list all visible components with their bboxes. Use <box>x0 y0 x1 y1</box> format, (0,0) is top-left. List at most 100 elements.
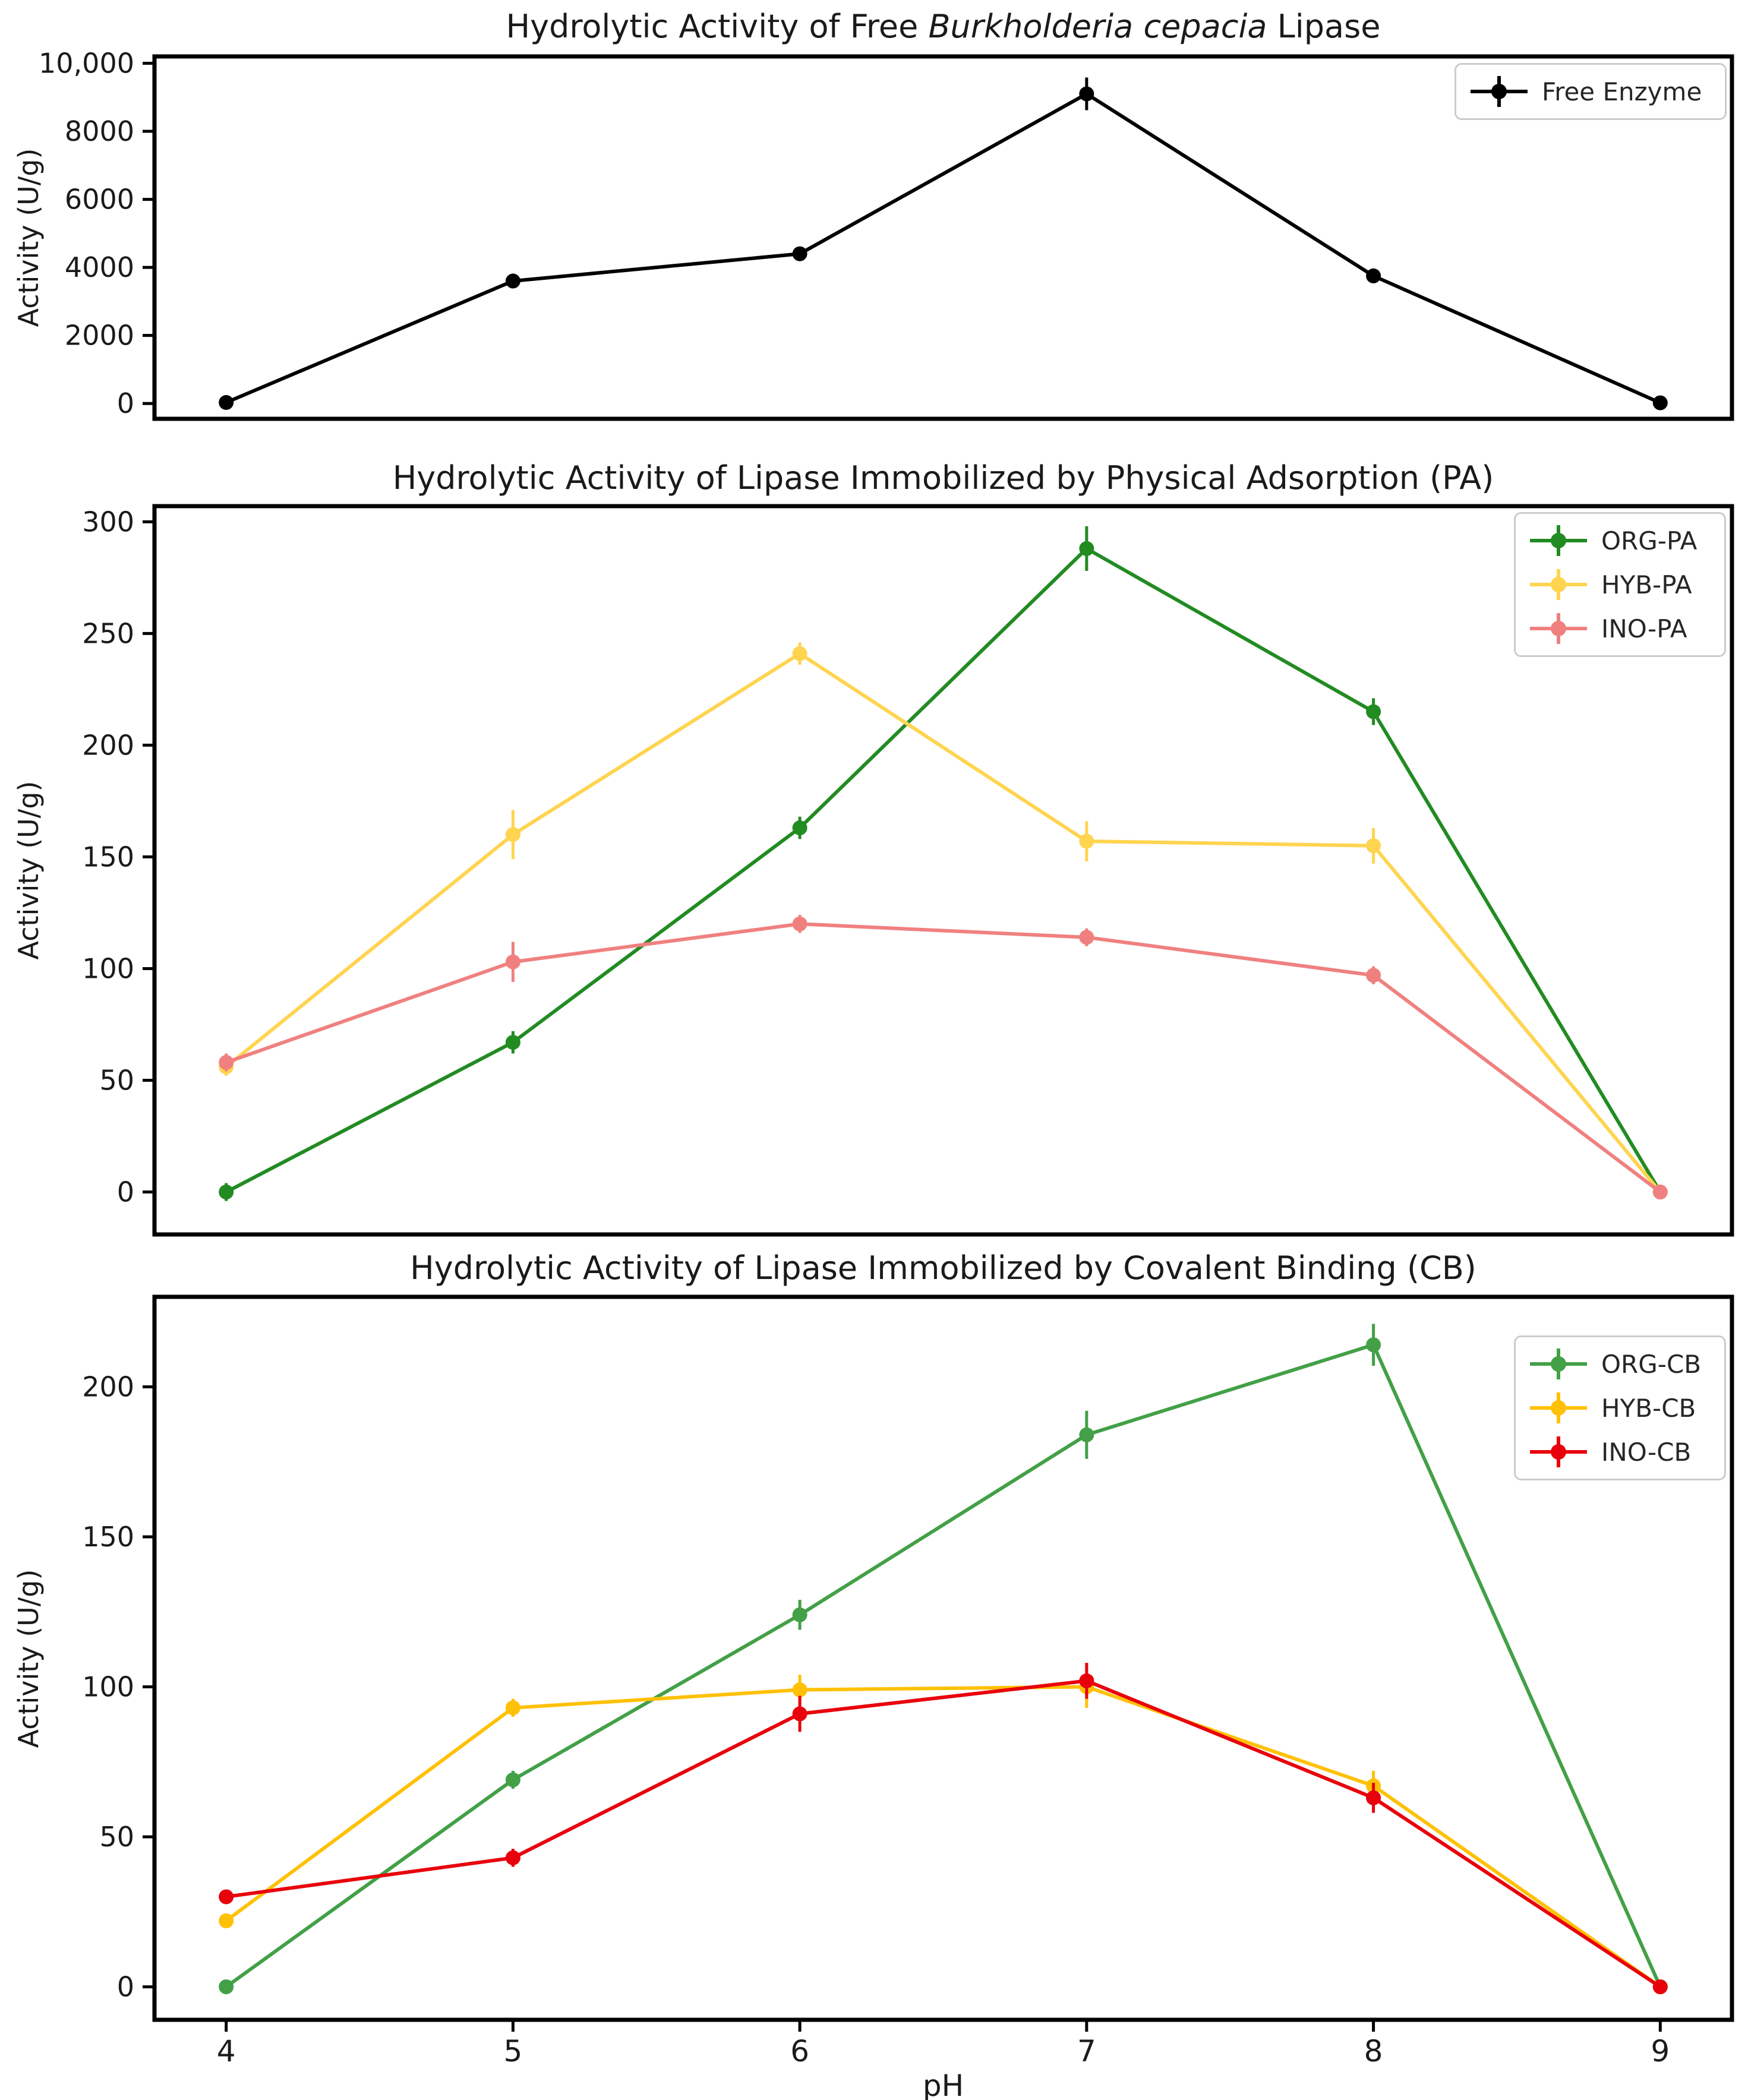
legend-entry-INO-PA: INO-PA <box>1530 610 1710 647</box>
data-point-INO-CB <box>505 1850 520 1865</box>
data-point-Free Enzyme <box>1079 86 1094 102</box>
data-point-INO-CB <box>792 1706 807 1722</box>
legend-glyph-dot <box>1551 1400 1566 1416</box>
legend-glyph-dot <box>1551 621 1566 636</box>
chart1-title-post: Lipase <box>1267 8 1381 45</box>
y-tick-label: 300 <box>82 506 134 538</box>
data-point-HYB-PA <box>505 827 520 842</box>
legend-glyph-dot <box>1551 1356 1566 1372</box>
data-point-INO-PA <box>1366 968 1381 983</box>
data-point-INO-CB <box>1366 1790 1381 1805</box>
y-tick-label: 100 <box>82 1670 134 1703</box>
legend-label: HYB-PA <box>1601 570 1692 599</box>
data-point-ORG-CB <box>1366 1337 1381 1353</box>
chart1-title: Hydrolytic Activity of Free Burkholderia… <box>154 6 1732 48</box>
legend-entry-INO-CB: INO-CB <box>1530 1433 1710 1470</box>
y-tick-label: 250 <box>82 617 134 649</box>
chart1-title-pre: Hydrolytic Activity of Free <box>506 8 929 45</box>
y-tick-label: 0 <box>117 1176 134 1208</box>
y-tick-label: 2000 <box>65 320 134 352</box>
legend-entry-Free Enzyme: Free Enzyme <box>1471 73 1711 110</box>
y-tick-label: 200 <box>82 1370 134 1403</box>
data-point-ORG-CB <box>219 1979 234 1994</box>
plot-frame <box>152 54 1734 421</box>
errorbar-marker-icon <box>1530 1434 1587 1470</box>
chart1-y-axis-label: Activity (U/g) <box>12 148 45 327</box>
legend-entry-ORG-PA: ORG-PA <box>1530 522 1710 559</box>
errorbar-marker-icon <box>1530 611 1587 646</box>
chart2-legend: ORG-PA HYB-PA INO-PA <box>1514 512 1726 657</box>
y-tick-label: 50 <box>99 1821 134 1853</box>
errorbar-marker-icon <box>1530 1390 1587 1426</box>
data-point-INO-CB <box>219 1889 234 1905</box>
data-point-HYB-PA <box>792 646 807 661</box>
data-point-Free Enzyme <box>1652 395 1668 410</box>
errorbar-marker-icon <box>1471 74 1528 109</box>
legend-label: ORG-CB <box>1601 1349 1702 1379</box>
x-tick-label: 8 <box>1364 2034 1383 2069</box>
series-line-ORG-PA <box>224 547 1662 1194</box>
data-point-Free Enzyme <box>219 395 234 410</box>
plot-frame <box>152 504 1734 1237</box>
y-tick-label: 4000 <box>65 251 134 283</box>
data-point-ORG-PA <box>1366 704 1381 719</box>
x-axis-label: pH <box>922 2069 964 2100</box>
data-point-INO-PA <box>1079 930 1094 945</box>
data-point-Free Enzyme <box>505 273 520 289</box>
chart1-legend: Free Enzyme <box>1454 63 1727 120</box>
data-point-HYB-CB <box>219 1913 234 1928</box>
y-tick-label: 10,000 <box>39 47 134 79</box>
chart-3: 0 50 100 150 200 4 5 6 7 8 9 <box>82 1294 1734 2069</box>
legend-glyph-dot <box>1491 84 1507 99</box>
data-point-INO-CB <box>1652 1979 1668 1994</box>
data-point-ORG-PA <box>792 820 807 836</box>
x-tick-label: 9 <box>1651 2034 1670 2069</box>
legend-glyph-dot <box>1551 1444 1566 1460</box>
x-tick-label: 4 <box>217 2034 236 2069</box>
y-tick-label: 6000 <box>65 184 134 216</box>
chart3-title: Hydrolytic Activity of Lipase Immobilize… <box>154 1248 1732 1289</box>
y-tick-label: 50 <box>99 1065 134 1097</box>
series-line-INO-PA <box>224 922 1662 1194</box>
data-point-INO-CB <box>1079 1673 1094 1688</box>
data-point-INO-PA <box>792 916 807 931</box>
data-point-HYB-CB <box>505 1700 520 1716</box>
plot-frame <box>152 1294 1734 2022</box>
data-point-ORG-PA <box>505 1035 520 1050</box>
data-point-INO-PA <box>219 1054 234 1070</box>
data-point-ORG-PA <box>1079 541 1094 556</box>
chart3-title-text: Hydrolytic Activity of Lipase Immobilize… <box>410 1249 1476 1287</box>
data-point-Free Enzyme <box>1366 268 1381 283</box>
chart-1: 0 2000 4000 6000 8000 10,000 <box>39 47 1734 421</box>
chart2-title-text: Hydrolytic Activity of Lipase Immobilize… <box>392 459 1494 497</box>
data-point-ORG-CB <box>792 1607 807 1622</box>
legend-entry-HYB-PA: HYB-PA <box>1530 566 1710 603</box>
x-tick-label: 5 <box>504 2034 523 2069</box>
y-tick-label: 0 <box>117 1970 134 2003</box>
data-point-ORG-PA <box>219 1185 234 1200</box>
x-tick-label: 7 <box>1077 2034 1096 2069</box>
series-line-HYB-PA <box>224 652 1662 1194</box>
y-tick-label: 100 <box>82 952 134 984</box>
legend-label: INO-CB <box>1601 1437 1692 1467</box>
chart3-legend: ORG-CB HYB-CB INO-CB <box>1514 1335 1726 1480</box>
legend-entry-ORG-CB: ORG-CB <box>1530 1346 1710 1382</box>
series-line-INO-CB <box>224 1679 1662 1989</box>
legend-label: HYB-CB <box>1601 1393 1696 1423</box>
series-line-HYB-CB <box>224 1685 1662 1989</box>
x-tick-label: 6 <box>790 2034 809 2069</box>
data-point-HYB-CB <box>792 1682 807 1698</box>
legend-label: ORG-PA <box>1601 526 1697 555</box>
chart-2: 0 50 100 150 200 250 300 <box>82 504 1734 1237</box>
data-point-ORG-CB <box>505 1772 520 1788</box>
errorbar-marker-icon <box>1530 567 1587 602</box>
legend-glyph-dot <box>1551 533 1566 548</box>
y-tick-label: 0 <box>117 387 134 419</box>
legend-entry-HYB-CB: HYB-CB <box>1530 1390 1710 1426</box>
series-line-Free Enzyme <box>224 92 1662 405</box>
y-tick-label: 200 <box>82 729 134 761</box>
data-point-INO-PA <box>1652 1185 1668 1200</box>
data-point-HYB-PA <box>1079 833 1094 849</box>
